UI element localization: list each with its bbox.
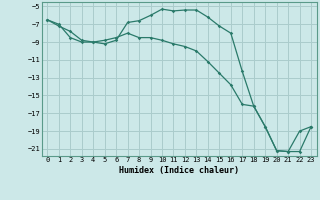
X-axis label: Humidex (Indice chaleur): Humidex (Indice chaleur) — [119, 166, 239, 175]
